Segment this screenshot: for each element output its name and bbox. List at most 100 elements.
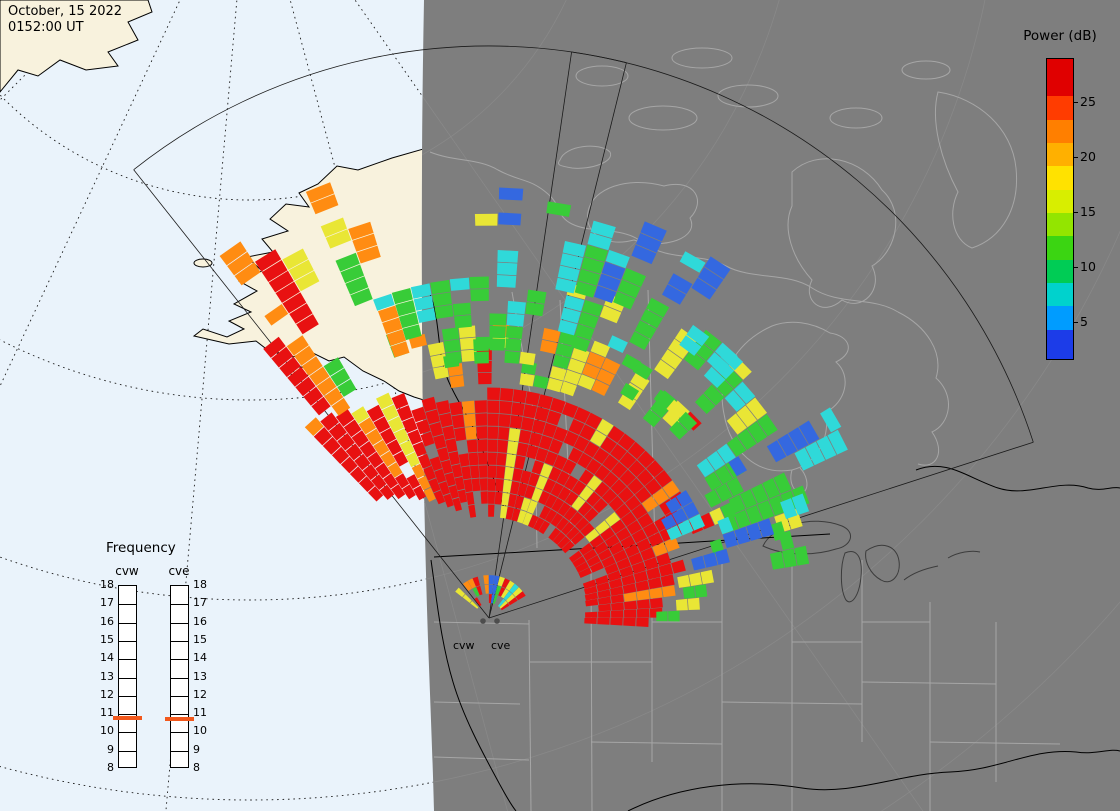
radar-cell: [261, 260, 288, 282]
radar-cell: [524, 485, 536, 499]
radar-cell: [728, 456, 747, 477]
radar-cell: [604, 534, 620, 548]
radar-cell: [219, 241, 247, 266]
radar-cell: [380, 450, 396, 467]
radar-cell: [688, 514, 705, 531]
radar-cell: [470, 601, 479, 609]
radar-cell: [706, 451, 726, 471]
radar-cell: [286, 335, 309, 356]
frequency-scale-tick: [171, 604, 188, 606]
radar-cell: [427, 342, 445, 356]
radar-cell: [402, 324, 422, 341]
radar-cell: [637, 599, 650, 609]
radar-cell: [417, 453, 432, 469]
radar-cell: [631, 503, 648, 520]
radar-cell: [476, 585, 483, 596]
radar-cell: [574, 281, 597, 298]
radar-cell: [577, 452, 593, 469]
radar-cell: [658, 563, 674, 577]
radar-cell: [264, 304, 289, 326]
radar-cell: [600, 527, 615, 541]
radar-cell: [608, 578, 623, 589]
radar-cell: [704, 489, 722, 508]
radar-cell: [340, 264, 365, 284]
radar-cell: [599, 305, 622, 324]
radar-cell: [373, 416, 391, 433]
frequency-tick-label: 16: [193, 614, 207, 628]
radar-cell: [505, 338, 522, 352]
radar-cell: [271, 346, 294, 368]
frequency-scale-cvw: [118, 585, 137, 768]
radar-cell: [745, 505, 763, 525]
radar-cell: [511, 508, 521, 522]
radar-cell: [629, 331, 651, 350]
radar-cell: [425, 409, 440, 425]
radar-cell: [627, 441, 646, 460]
radar-cell: [636, 618, 649, 627]
radar-cell: [610, 479, 627, 496]
radar-cell: [499, 600, 508, 609]
radar-cell: [757, 500, 775, 520]
radar-cell: [691, 277, 717, 300]
radar-cell: [325, 229, 352, 249]
radar-cell: [624, 609, 637, 618]
frequency-tick-label: 12: [100, 687, 114, 701]
radar-cell: [620, 535, 636, 550]
radar-cell: [529, 432, 543, 447]
radar-cell: [255, 249, 282, 272]
radar-cell: [635, 580, 650, 592]
radar-cell: [563, 430, 579, 447]
radar-cell: [636, 233, 662, 253]
radar-cell: [487, 465, 497, 478]
radar-cell: [499, 401, 513, 415]
radar-cell: [459, 337, 477, 350]
frequency-tick-label: 12: [193, 687, 207, 701]
radar-cell: [646, 297, 670, 318]
radar-cell: [653, 389, 674, 409]
arctic-coastline: [429, 151, 899, 313]
radar-cell: [620, 382, 640, 401]
radar-cell: [477, 439, 488, 452]
frequency-tick-label: 9: [193, 742, 200, 756]
radar-cell: [575, 561, 589, 573]
radar-cell: [656, 611, 668, 622]
radar-cell: [571, 480, 587, 496]
radar-cell: [598, 603, 611, 612]
radar-cell: [766, 440, 787, 463]
radar-cell: [537, 394, 553, 410]
radar-cell: [688, 572, 703, 587]
radar-cell: [596, 418, 614, 436]
radar-cell: [501, 588, 509, 599]
radar-cell: [500, 388, 514, 402]
radar-cell: [613, 549, 628, 563]
frequency-tick-label: 17: [193, 596, 207, 610]
radar-cell: [488, 584, 493, 594]
radar-cell: [703, 552, 718, 568]
radar-cell: [584, 585, 598, 595]
radar-cell: [477, 372, 492, 385]
arctic-island-icon: [717, 84, 779, 108]
frequency-tick-label: 18: [100, 578, 114, 591]
graticule-meridian: [421, 0, 1111, 811]
radar-cell: [461, 349, 477, 362]
frequency-scale-tick: [171, 714, 188, 716]
frequency-tick-label: 10: [193, 724, 207, 738]
radar-cell: [714, 465, 733, 485]
radar-cell: [417, 475, 431, 491]
radar-cell: [773, 472, 792, 494]
radar-cell: [544, 494, 558, 509]
radar-cell: [768, 495, 786, 516]
radar-cell: [434, 304, 454, 319]
radar-cell: [551, 497, 565, 513]
radar-cell: [687, 597, 700, 610]
radar-cell: [646, 567, 661, 580]
radar-cell: [451, 464, 463, 478]
radar-cell: [296, 314, 319, 335]
radar-cell: [569, 550, 583, 563]
radar-cell: [542, 327, 561, 343]
frequency-tick-label: 8: [107, 761, 114, 774]
radar-cell: [498, 587, 506, 597]
frequency-panel: Frequency cvw cve 18 18 17 17 16 16 15 15 14 14 13…: [78, 540, 228, 795]
frequency-tick-label: 10: [100, 724, 114, 738]
